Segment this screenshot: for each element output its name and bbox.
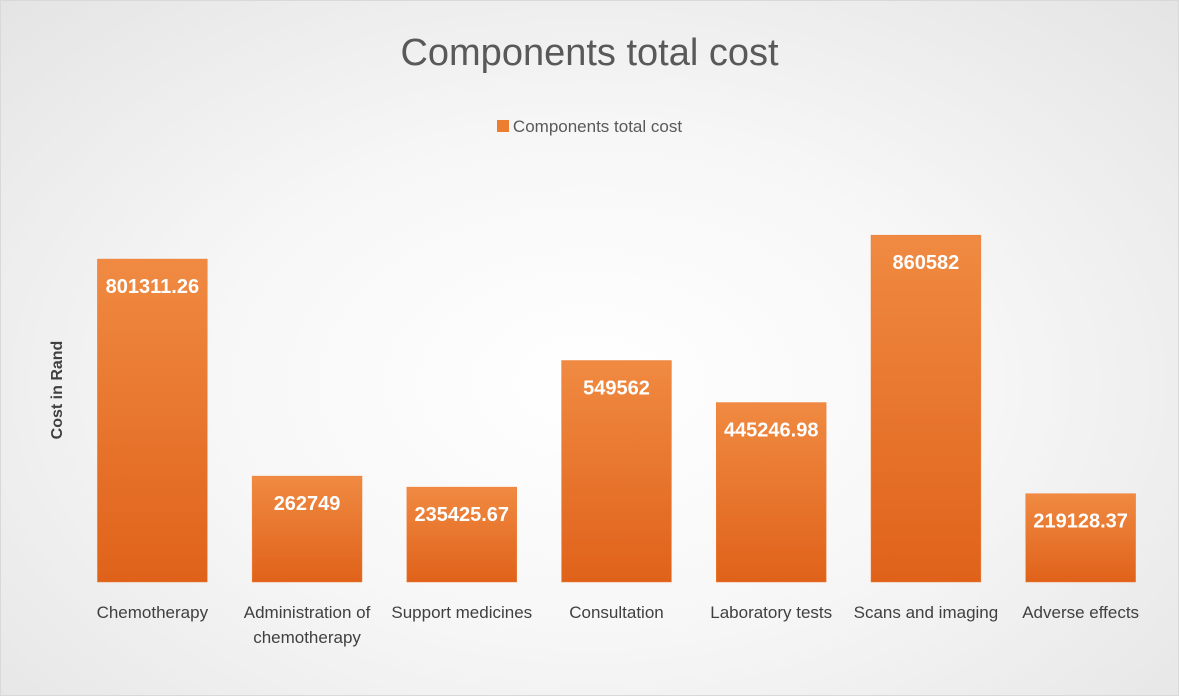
data-label: 235425.67 <box>415 504 510 526</box>
data-label: 549562 <box>583 378 650 400</box>
bar <box>716 402 827 583</box>
x-tick-label: Consultation <box>569 603 664 622</box>
x-tick-label: Support medicines <box>391 603 533 622</box>
chart-title: Components total cost <box>400 32 779 74</box>
legend-swatch <box>496 120 509 132</box>
y-axis-label: Cost in Rand <box>49 340 66 440</box>
bar <box>251 475 363 583</box>
data-label: 262749 <box>274 493 341 515</box>
legend-label: Components total cost <box>512 117 683 136</box>
data-label: 801311.26 <box>106 276 199 298</box>
x-tick-label: Laboratory tests <box>710 603 833 622</box>
bar <box>1025 493 1136 583</box>
x-tick-label: Administration of chemotherapy <box>243 603 371 647</box>
data-label: 445246.98 <box>724 420 819 442</box>
x-tick-label: Adverse effects <box>1022 603 1140 622</box>
data-label: 219128.37 <box>1033 511 1128 533</box>
bar <box>406 486 517 583</box>
bar <box>97 258 208 583</box>
data-label: 860582 <box>893 252 960 274</box>
bar <box>561 360 672 583</box>
x-tick-label: Chemotherapy <box>96 603 209 622</box>
legend: Components total cost <box>0 117 1179 137</box>
x-tick-label: Scans and imaging <box>853 603 999 622</box>
bar <box>870 234 982 583</box>
